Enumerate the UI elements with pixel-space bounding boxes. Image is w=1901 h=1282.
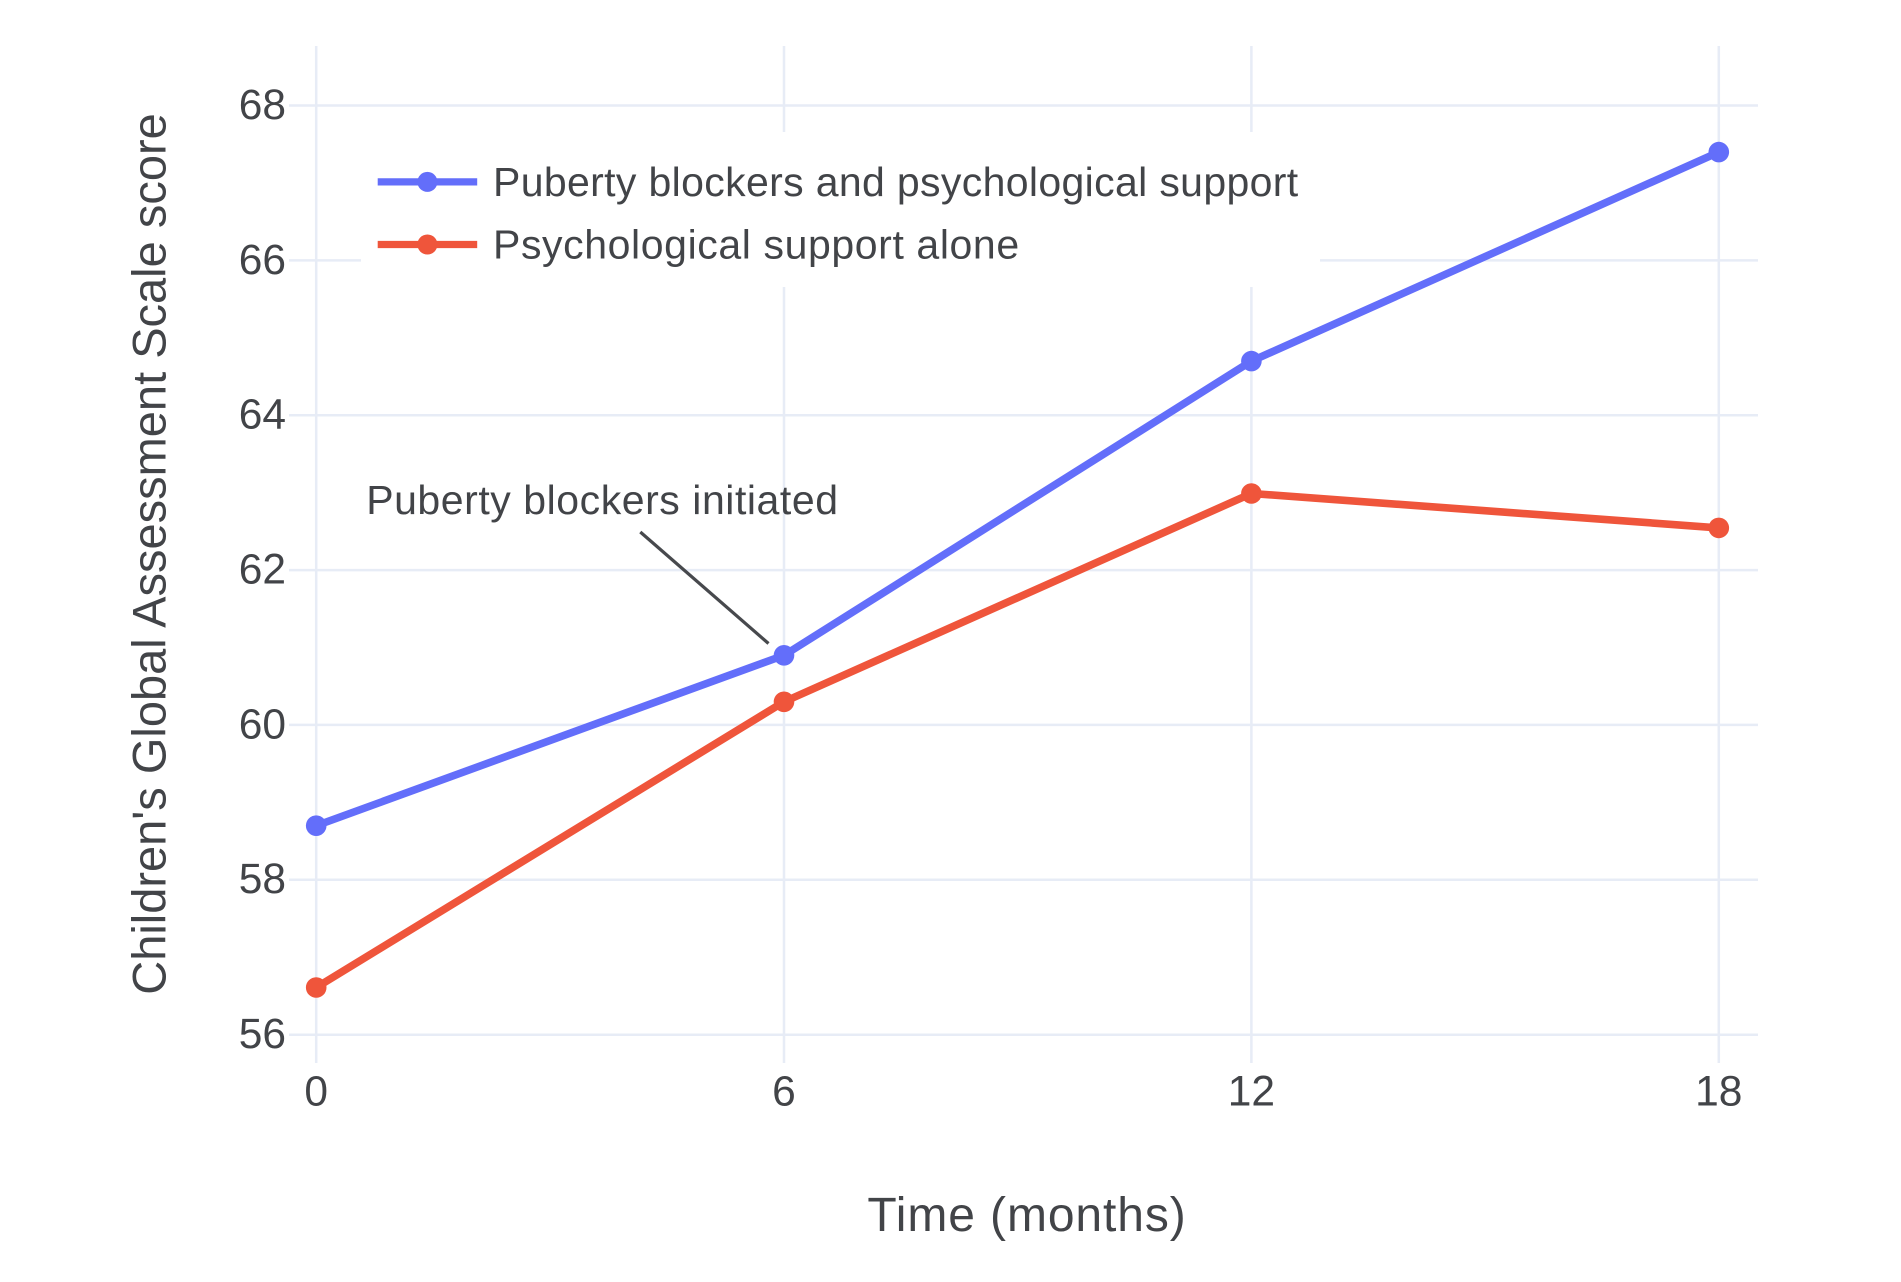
svg-text:64: 64	[239, 392, 286, 439]
svg-text:68: 68	[239, 82, 286, 129]
svg-text:56: 56	[239, 1011, 286, 1058]
svg-text:62: 62	[239, 547, 286, 594]
svg-text:18: 18	[1695, 1068, 1742, 1115]
svg-text:Puberty blockers and psycholog: Puberty blockers and psychological suppo…	[493, 159, 1299, 205]
svg-text:12: 12	[1228, 1068, 1275, 1115]
svg-text:Psychological support alone: Psychological support alone	[493, 222, 1020, 268]
svg-text:Puberty blockers initiated: Puberty blockers initiated	[366, 477, 838, 523]
svg-text:Children's Global Assessment S: Children's Global Assessment Scale score	[123, 113, 176, 994]
svg-text:60: 60	[239, 701, 286, 748]
svg-text:6: 6	[772, 1068, 796, 1115]
svg-text:Time (months): Time (months)	[867, 1189, 1186, 1242]
svg-text:58: 58	[239, 856, 286, 903]
svg-text:66: 66	[239, 237, 286, 284]
svg-text:0: 0	[304, 1068, 328, 1115]
